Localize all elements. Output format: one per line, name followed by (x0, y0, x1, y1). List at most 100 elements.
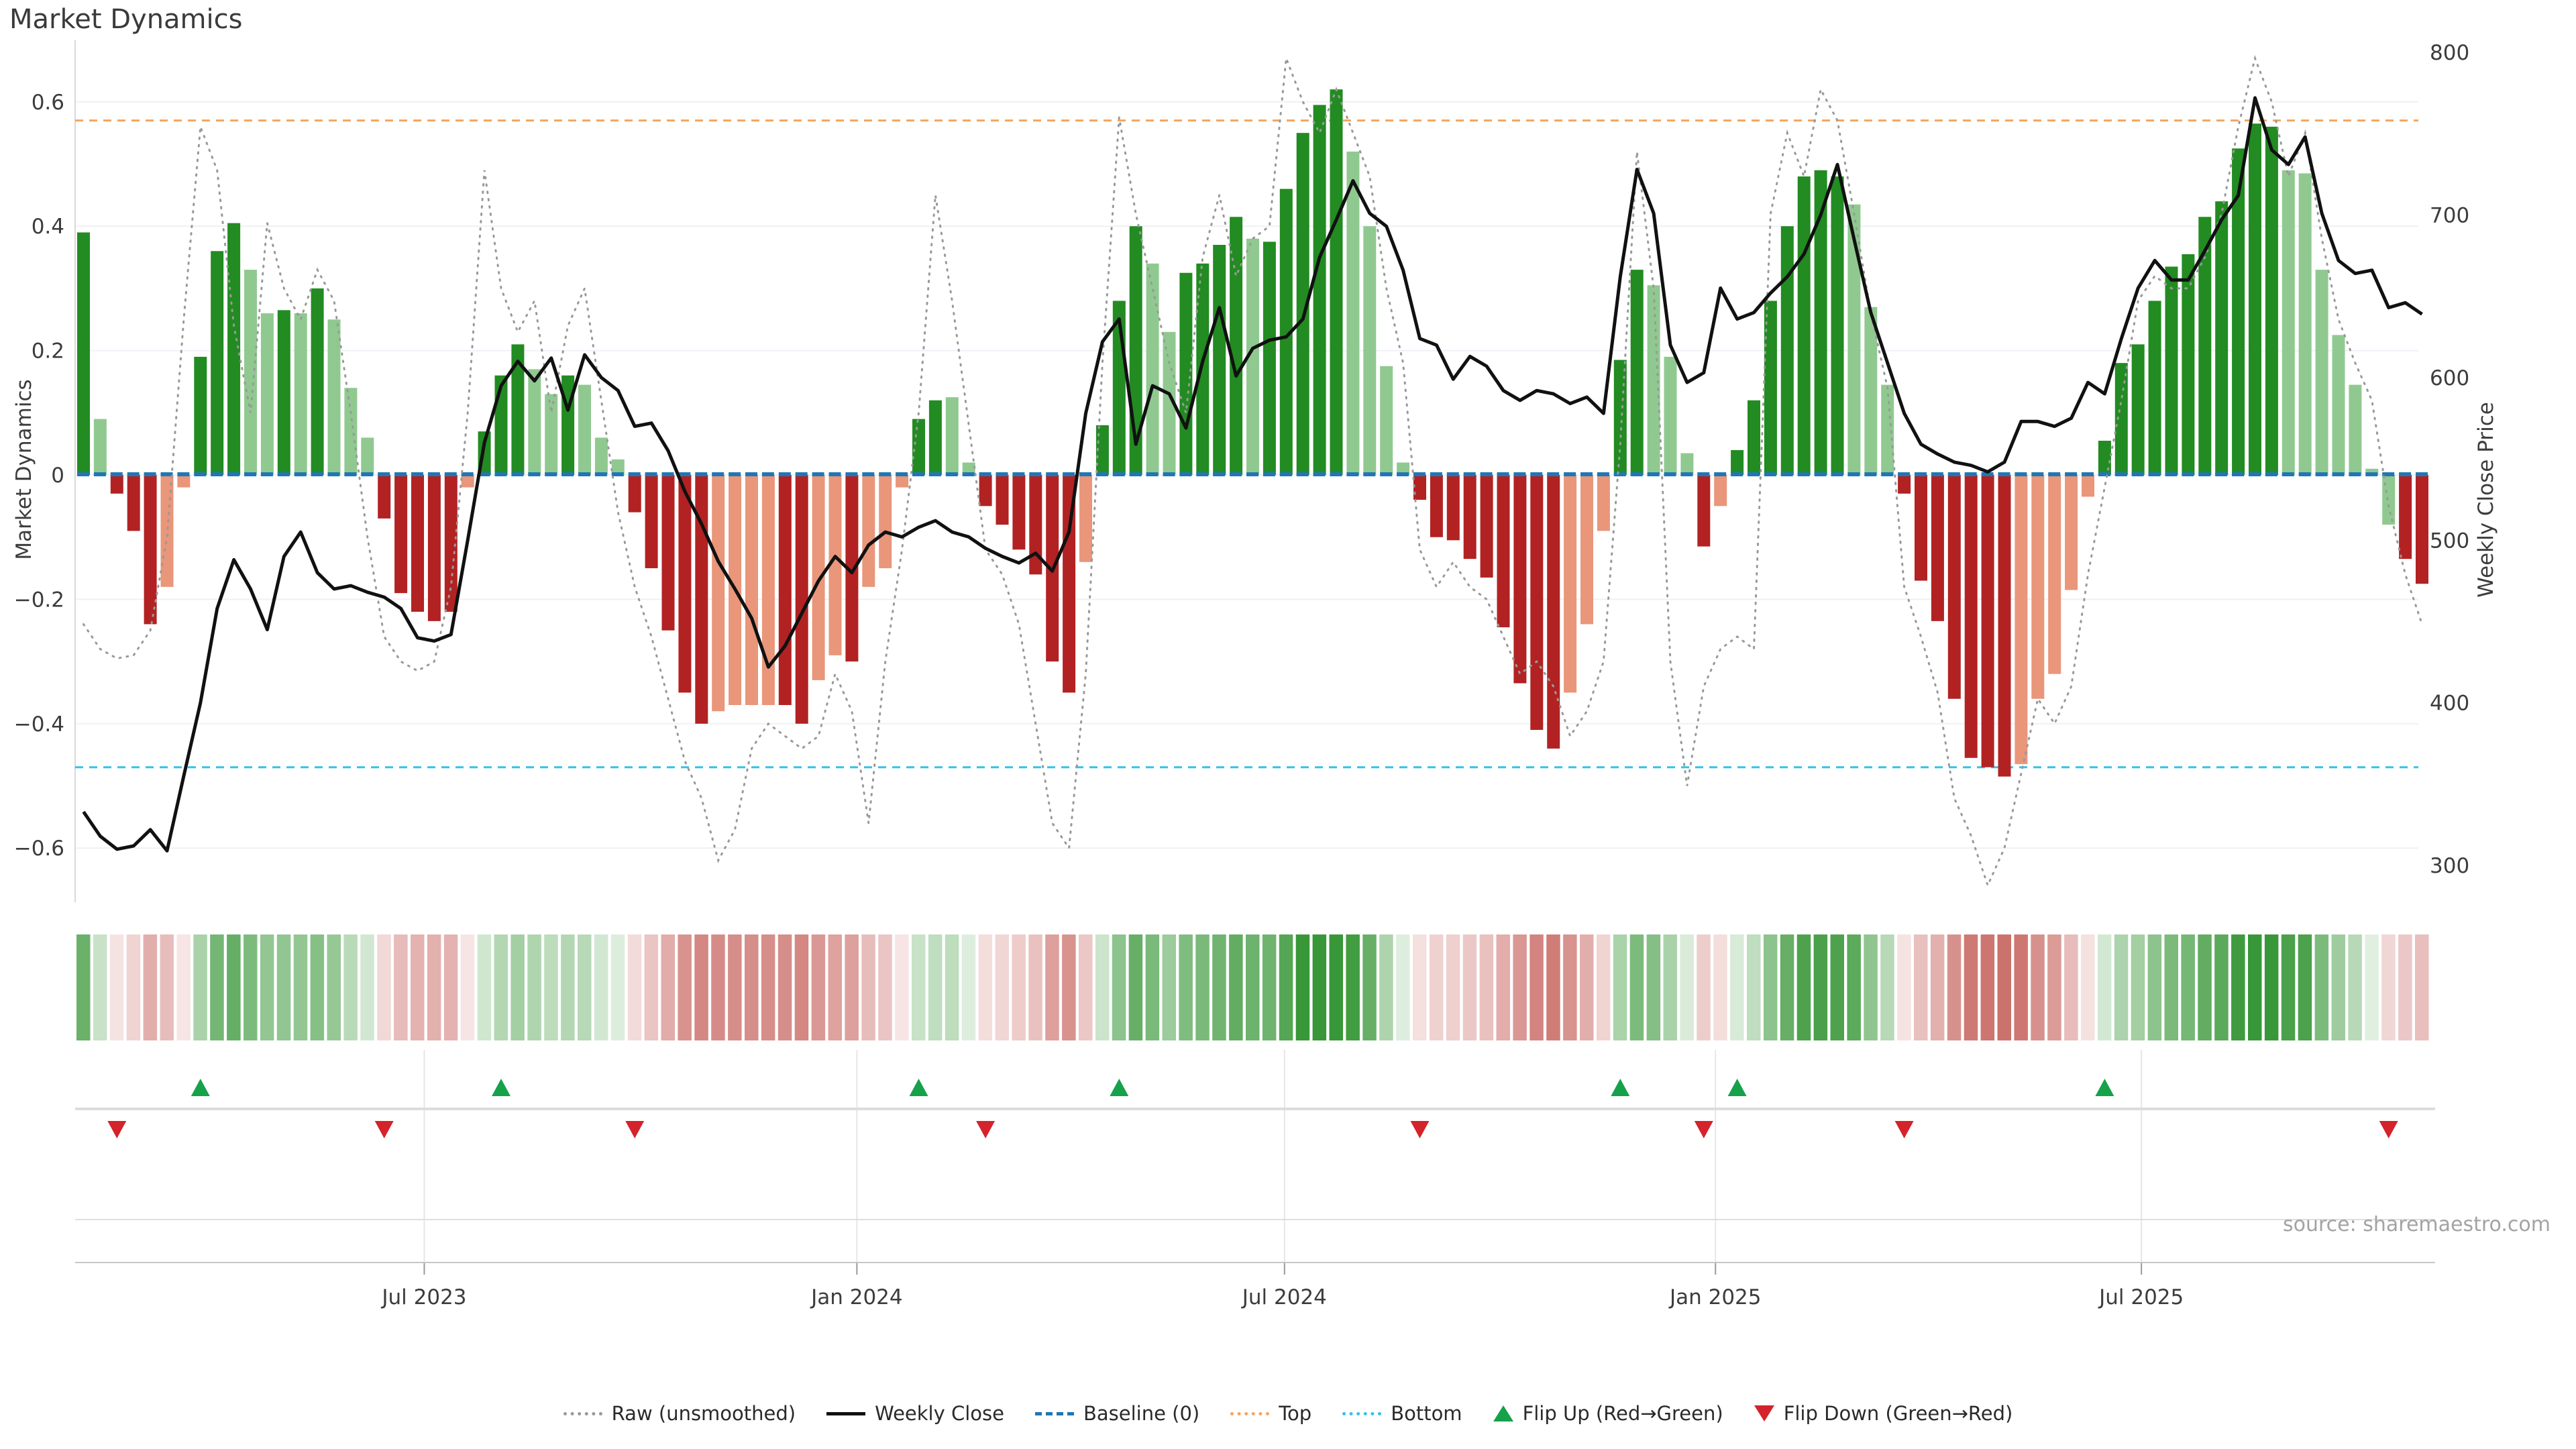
dynamics-bar (1898, 475, 1911, 494)
baseline-dash (344, 472, 357, 476)
flip-down-marker (2379, 1121, 2398, 1138)
dynamics-bar (327, 319, 341, 475)
dynamics-bar (1831, 176, 1844, 475)
heatmap-cell (2264, 934, 2279, 1040)
baseline-dash (2298, 472, 2311, 476)
baseline-dash (311, 472, 323, 476)
heatmap-cell (1864, 934, 1878, 1040)
dynamics-bar (528, 369, 541, 475)
heatmap-cell (1546, 934, 1560, 1040)
heatmap-cell (1329, 934, 1343, 1040)
flip-down-marker (107, 1121, 127, 1138)
heatmap-cell (1947, 934, 1962, 1040)
heatmap-cell (1062, 934, 1076, 1040)
dynamics-bar (394, 475, 408, 594)
dynamics-bar (2298, 173, 2312, 475)
dynamics-bar (1847, 204, 1861, 475)
heatmap-cell (644, 934, 659, 1040)
baseline-dash (294, 472, 307, 476)
baseline-dash (1580, 472, 1593, 476)
dynamics-bar (845, 475, 859, 662)
baseline-dash (996, 472, 1008, 476)
baseline-dash (2382, 472, 2395, 476)
baseline-dash (1196, 472, 1209, 476)
dynamics-bar (1915, 475, 1927, 581)
heatmap-cell (1580, 934, 1594, 1040)
dynamics-bar (1530, 475, 1544, 731)
dynamics-bar (1446, 475, 1460, 541)
baseline-dash (227, 472, 240, 476)
baseline-dash (1095, 472, 1108, 476)
flip-up-icon (1493, 1405, 1513, 1421)
baseline-dash (2031, 472, 2044, 476)
baseline-dash (661, 472, 674, 476)
baseline-dash (1947, 472, 1960, 476)
baseline-dash (1012, 472, 1025, 476)
dynamics-bar (812, 475, 825, 680)
heatmap-cell (2031, 934, 2045, 1040)
baseline-dash (1230, 472, 1242, 476)
dynamics-bar (996, 475, 1009, 525)
heatmap-cell (928, 934, 943, 1040)
heatmap-cell (2047, 934, 2061, 1040)
heatmap-cell (2131, 934, 2145, 1040)
dynamics-bar (244, 270, 257, 475)
baseline-dash (511, 472, 524, 476)
dynamics-bar (2015, 475, 2028, 765)
heatmap-cell (1680, 934, 1694, 1040)
baseline-dash (1029, 472, 1042, 476)
heatmap-cell (578, 934, 592, 1040)
left-axis-tick: 0.2 (32, 339, 64, 364)
heatmap-cell (1162, 934, 1176, 1040)
dynamics-bar (311, 288, 324, 475)
heatmap-cell (293, 934, 308, 1040)
dynamics-bar (1079, 475, 1092, 562)
baseline-dash (795, 472, 808, 476)
heatmap-cell (2381, 934, 2396, 1040)
heatmap-cell (878, 934, 892, 1040)
heatmap-cell (1295, 934, 1310, 1040)
heatmap-cell (2281, 934, 2296, 1040)
dynamics-bar (1547, 475, 1560, 749)
baseline-dash (1981, 472, 1994, 476)
heatmap-cell (945, 934, 959, 1040)
dynamics-bar (1213, 245, 1226, 475)
baseline-dash (2282, 472, 2294, 476)
dynamics-bar (1196, 263, 1210, 475)
heatmap-cell (76, 934, 91, 1040)
baseline-dash (1998, 472, 2010, 476)
baseline-dash (1680, 472, 1693, 476)
legend-label: Raw (unsmoothed) (611, 1402, 796, 1425)
heatmap-cell (2348, 934, 2362, 1040)
baseline-dash (2249, 472, 2261, 476)
baseline-dash (1697, 472, 1710, 476)
dynamics-bar (1179, 272, 1193, 475)
baseline-dash (461, 472, 474, 476)
heatmap-cell (1379, 934, 1393, 1040)
dynamics-bar (1246, 238, 1259, 475)
baseline-dash (160, 472, 173, 476)
heatmap-cell (1262, 934, 1277, 1040)
heatmap-cell (1012, 934, 1026, 1040)
baseline-dash (645, 472, 657, 476)
dynamics-bar (2198, 217, 2212, 475)
heatmap-cell (961, 934, 976, 1040)
heatmap-cell (511, 934, 525, 1040)
baseline-dash (1647, 472, 1660, 476)
heatmap-cell (1396, 934, 1410, 1040)
baseline-dash (611, 472, 624, 476)
baseline-dash (1313, 472, 1326, 476)
heatmap-cell (1212, 934, 1226, 1040)
legend-item: Baseline (0) (1035, 1402, 1199, 1425)
heatmap-cell (912, 934, 926, 1040)
heatmap-cell (1479, 934, 1494, 1040)
baseline-dash (2315, 472, 2328, 476)
flip-up-marker (191, 1079, 210, 1096)
baseline-dash (2065, 472, 2078, 476)
legend-item: Bottom (1342, 1402, 1462, 1425)
heatmap-cell (2314, 934, 2329, 1040)
heatmap-cell (1496, 934, 1510, 1040)
baseline-dash (2399, 472, 2412, 476)
baseline-dash (1714, 472, 1727, 476)
flip-down-marker (374, 1121, 394, 1138)
